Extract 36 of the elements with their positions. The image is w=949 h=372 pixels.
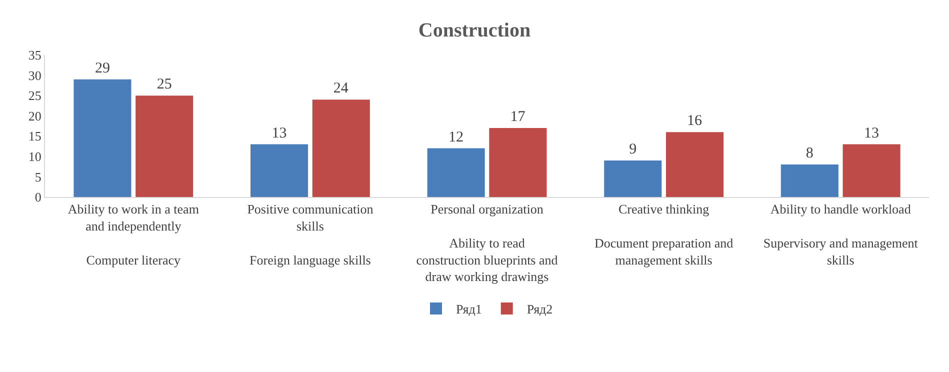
y-tick-label: 25 xyxy=(28,88,42,104)
bar xyxy=(842,144,900,197)
y-tick-label: 30 xyxy=(28,68,42,83)
data-label: 24 xyxy=(333,80,349,97)
bar xyxy=(312,100,370,197)
data-label: 29 xyxy=(94,60,110,76)
data-label: 16 xyxy=(686,113,702,130)
category-label: Personal organization Ability to read construction blueprints and draw working drawings xyxy=(416,202,558,284)
data-label: 12 xyxy=(448,129,464,146)
data-label: 13 xyxy=(864,125,880,142)
y-tick-label: 35 xyxy=(28,48,42,63)
bar xyxy=(136,96,194,197)
data-label: 13 xyxy=(272,125,287,142)
category-label: Ability to handle workload Supervisory and management skills xyxy=(763,202,918,268)
data-label: 17 xyxy=(510,109,526,126)
y-tick-label: 0 xyxy=(34,190,42,205)
y-tick-label: 15 xyxy=(28,128,42,144)
bar xyxy=(250,144,308,197)
data-label: 9 xyxy=(629,141,637,158)
category-label: Positive communication skills Foreign language skills xyxy=(247,202,374,268)
legend-label: Ряд1 xyxy=(456,302,482,317)
bar xyxy=(666,132,724,197)
y-tick-label: 20 xyxy=(28,108,42,124)
bar xyxy=(780,164,838,197)
data-label: 25 xyxy=(156,76,172,93)
legend-label: Ряд2 xyxy=(526,302,553,317)
category-label: Creative thinking Document preparation and management skills xyxy=(594,202,734,268)
y-tick-label: 10 xyxy=(28,148,42,164)
bar xyxy=(604,160,662,197)
category-label: Ability to work in a team and independently Computer literacy xyxy=(68,202,199,268)
bar xyxy=(427,148,485,197)
chart-title: Construction xyxy=(418,19,531,42)
data-label: 8 xyxy=(806,146,814,162)
bar xyxy=(489,128,547,197)
y-tick-label: 5 xyxy=(34,169,42,184)
bar xyxy=(74,79,132,197)
